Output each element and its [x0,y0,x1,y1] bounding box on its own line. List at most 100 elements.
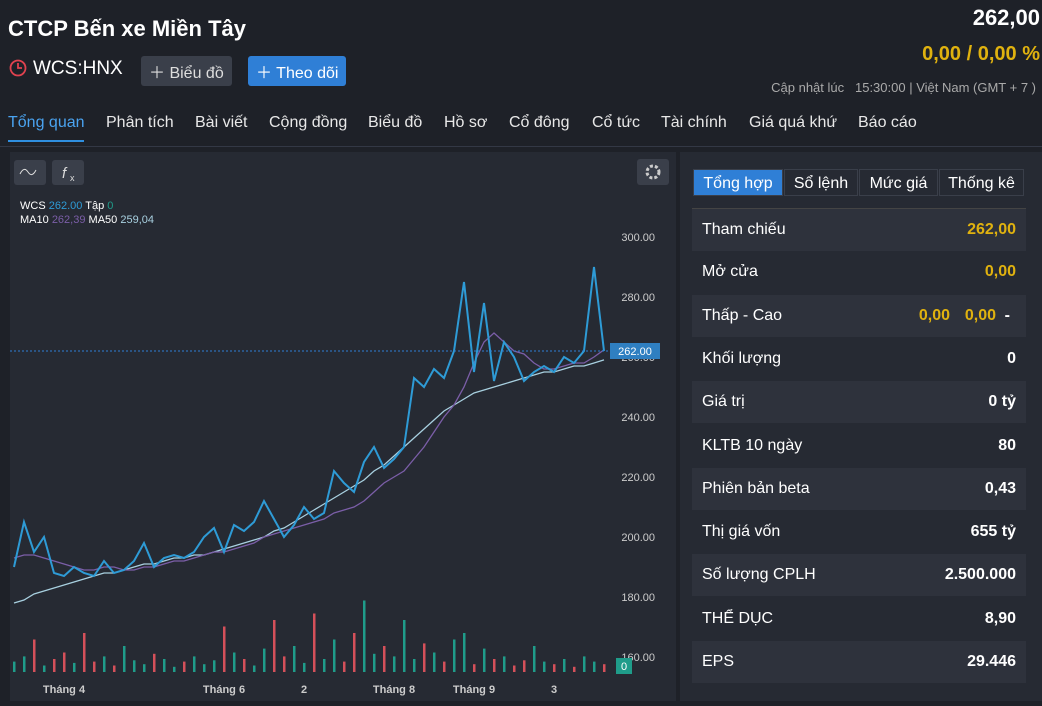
legend-2: MA10 262,39 MA50 259,04 [20,214,154,226]
button-text: Biểu đồ [169,65,224,82]
x-tick-label: Tháng 4 [43,684,86,696]
volume-bar [173,666,176,672]
volume-bar [183,661,186,672]
volume-bar [463,633,466,672]
row-label: Mở cửa [702,263,758,281]
legend-name: WCS [20,200,46,212]
row-value: 29.446 [967,653,1016,670]
x-tick-label: Tháng 8 [373,684,415,696]
row-value: 655 tỷ [970,523,1016,541]
volume-bar [223,626,226,672]
tab[interactable]: Bài viết [195,114,248,131]
row-label: KLTB 10 ngày [702,436,803,454]
row-label: Khối lượng [702,349,782,367]
panel-tab[interactable]: Mức giá [859,169,938,196]
volume-bar [193,656,196,672]
volume-last-label: 0 [621,661,627,673]
tab[interactable]: Báo cáo [858,114,917,131]
change: 0,00 / 0,00 % [922,43,1040,65]
legend-value: 262.00 [49,200,83,212]
info-row: Số lượng CPLH 2.500.000 [692,554,1026,597]
volume-bar [43,665,46,672]
info-row: Phiên bản beta 0,43 [692,467,1026,510]
y-tick-label: 220.00 [621,472,655,484]
y-tick-label: 300.00 [621,232,655,244]
panel-tab[interactable]: Thống kê [939,169,1024,196]
row-label: Số lượng CPLH [702,566,816,584]
legend-name: Tập [85,200,104,212]
info-row: THỂ DỤC 8,90 [692,597,1026,640]
volume-bar [303,662,306,672]
update-time: Cập nhật lúc 15:30:00 | Việt Nam (GMT + … [771,80,1036,95]
y-tick-label: 240.00 [621,412,655,424]
volume-bar [513,665,516,672]
tab[interactable]: Tài chính [661,114,727,131]
volume-bar [533,646,536,672]
volume-bar [393,656,396,672]
volume-bar [593,661,596,672]
divider [0,146,1042,147]
volume-bar [543,661,546,672]
info-row: Khối lượng 0 [692,337,1026,380]
last-price-label: 262.00 [618,346,652,358]
y-tick-label: 280.00 [621,292,655,304]
tab[interactable]: Phân tích [106,114,174,131]
row-value: 80 [998,436,1016,454]
clock-icon [9,59,27,77]
legend-name: MA10 [20,214,49,226]
row-value: 2.500.000 [944,566,1016,584]
follow-button[interactable]: ＋ Theo dõi [248,56,347,86]
line-ma10 [13,332,605,571]
volume-bar [143,664,146,672]
x-tick-label: Tháng 9 [453,684,495,696]
info-row: KLTB 10 ngày 80 [692,424,1026,467]
volume-bar [413,659,416,672]
volume-bar [133,660,136,672]
panel-tab[interactable]: Tổng hợp [693,169,783,196]
fx-tool[interactable] [52,160,84,185]
volume-bar [83,633,86,672]
volume-bar [553,664,556,672]
tab[interactable]: Cổ tức [592,114,641,131]
volume-bar [243,659,246,672]
volume-bar [573,666,576,672]
tab[interactable]: Giá quá khứ [749,114,838,131]
volume-bar [313,613,316,672]
y-tick-label: 180.00 [621,592,655,604]
volume-bar [13,661,16,672]
panel-tab[interactable]: Sổ lệnh [784,169,858,196]
tab[interactable]: Cộng đồng [269,114,348,131]
legend-1: WCS 262.00 Tập 0 [20,200,113,212]
svg-text:f: f [62,165,68,182]
volume-bar [163,659,166,672]
volume-bar [603,664,606,672]
row-value: 0 [1007,349,1016,367]
volume-bar [213,660,216,672]
volume-bar [283,656,286,672]
settings[interactable] [637,159,669,185]
volume-bar [423,643,426,672]
button-text: Theo dõi [276,65,339,82]
volume-bar [23,656,26,672]
line-tool[interactable] [14,160,46,185]
chart-button[interactable]: ＋ Biểu đồ [141,56,232,86]
volume-bar [363,600,366,672]
row-label: Giá trị [702,393,745,411]
x-tick-label: Tháng 6 [203,684,245,696]
tab[interactable]: Tổng quan [8,114,85,131]
volume-bar [473,664,476,672]
volume-bar [453,639,456,672]
volume-bar [33,639,36,672]
volume-bar [333,639,336,672]
row-label: Thị giá vốn [702,523,781,541]
volume-bar [443,661,446,672]
row-value: 0,43 [984,479,1016,497]
volume-bar [273,620,276,672]
tab[interactable]: Biểu đồ [368,114,423,131]
svg-text:x: x [70,173,75,183]
legend-value: 0 [107,200,113,212]
tab[interactable]: Cổ đông [509,114,570,131]
volume-bar [373,653,376,672]
tab[interactable]: Hồ sơ [444,114,488,131]
